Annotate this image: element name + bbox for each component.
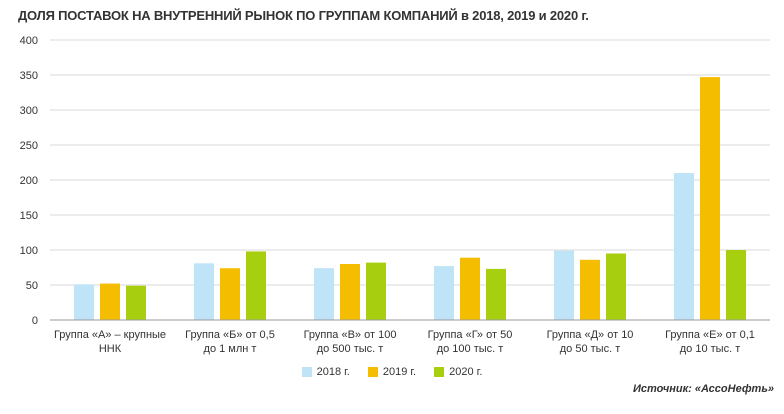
bar [340,264,360,320]
bar [580,259,600,320]
bar [194,263,214,320]
bar [246,251,266,320]
bar [100,283,120,320]
x-tick-label: ННК [99,343,122,355]
legend-label-2020: 2020 г. [449,366,483,378]
legend-item-2019: 2019 г. [367,366,417,378]
y-tick-label: 200 [20,175,38,187]
legend: 2018 г. 2019 г. 2020 г. [0,366,784,378]
bar [726,250,746,320]
x-tick-label: Группа «Д» от 10 [547,329,634,341]
legend-swatch-2018 [301,367,312,377]
x-tick-label: до 50 тыс. т [560,343,620,355]
source-note: Источник: «АссоНефть» [632,383,774,395]
legend-label-2019: 2019 г. [382,366,417,378]
x-tick-label: Группа «Е» от 0,1 [665,329,755,341]
y-tick-label: 150 [20,210,38,222]
y-tick-label: 350 [20,70,38,82]
gridlines [50,39,770,286]
bar [700,77,720,320]
bar [74,284,94,320]
legend-label-2018: 2018 г. [316,366,350,378]
bar [674,173,694,320]
bar [486,268,506,320]
bar [460,257,480,320]
x-tick-label: до 100 тыс. т [437,343,504,355]
x-tick-label: Группа «А» – крупные [54,329,166,341]
y-tick-label: 250 [20,140,38,152]
legend-swatch-2020 [434,367,445,377]
y-tick-label: 50 [26,280,38,292]
bar [220,268,240,320]
y-tick-label: 100 [20,245,38,257]
chart-title: ДОЛЯ ПОСТАВОК НА ВНУТРЕННИЙ РЫНОК ПО ГРУ… [18,8,589,23]
bar [554,250,574,320]
bar [606,253,626,320]
x-tick-label: до 1 млн т [204,343,257,355]
x-tick-label: Группа «Б» от 0,5 [185,329,275,341]
bars [74,77,746,320]
x-tick-label: Группа «Г» от 50 [428,329,513,341]
y-tick-label: 0 [32,315,38,327]
y-axis-ticks: 0 50 100 150 200 250 300 350 400 [20,35,38,327]
x-tick-label: до 500 тыс. т [317,343,384,355]
y-tick-label: 400 [20,35,38,47]
legend-item-2018: 2018 г. [301,366,350,378]
legend-swatch-2019 [367,367,378,377]
y-tick-label: 300 [20,105,38,117]
x-axis-labels: Группа «А» – крупные ННК Группа «Б» от 0,5… [54,329,755,355]
bar [434,266,454,320]
legend-item-2020: 2020 г. [434,366,482,378]
bar [314,268,334,320]
bar [366,262,386,320]
x-tick-label: Группа «В» от 100 [304,329,397,341]
bar [126,285,146,320]
x-tick-label: до 10 тыс. т [680,343,740,355]
